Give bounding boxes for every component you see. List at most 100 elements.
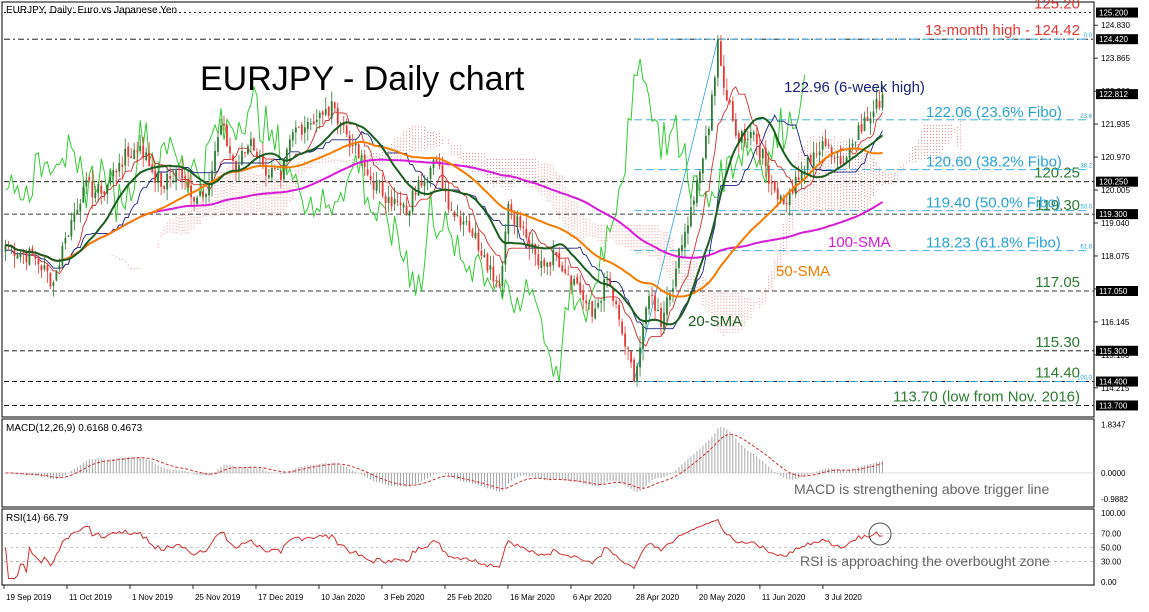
candle-body	[265, 166, 267, 176]
candle-body	[318, 112, 321, 118]
candle-body	[558, 252, 561, 267]
candle-body	[157, 172, 160, 183]
price-marker-box	[1096, 7, 1138, 18]
candle-body	[315, 119, 318, 122]
sma20-line	[5, 116, 884, 326]
candle-body	[465, 220, 468, 222]
candle-body	[175, 170, 178, 181]
x-tick-label: 19 Sep 2019	[6, 593, 52, 602]
candle-body	[85, 179, 88, 187]
candle-body	[253, 138, 255, 151]
date-axis: 19 Sep 2019 11 Oct 2019 1 Nov 2019 25 Nov 2…	[3, 585, 862, 602]
candle-body	[606, 279, 609, 281]
candle-body	[633, 359, 635, 382]
candle-body	[567, 274, 570, 276]
candle-body	[163, 186, 166, 189]
x-tick-label: 17 Dec 2019	[258, 593, 304, 602]
level-label: 113.70 (low from Nov. 2016)	[893, 388, 1080, 405]
candle-body	[64, 238, 67, 244]
candle-body	[660, 308, 662, 327]
candle-body	[145, 152, 148, 161]
candle-body	[725, 90, 728, 101]
candle-body	[49, 272, 52, 287]
level-label: 117.05	[1035, 274, 1080, 291]
candle-body	[109, 177, 112, 184]
price-marker-box	[1096, 345, 1138, 356]
candle-body	[471, 229, 474, 237]
candle-body	[764, 147, 767, 167]
candle-body	[483, 255, 486, 258]
candle-body	[217, 137, 219, 152]
candle-body	[309, 123, 312, 125]
candle-body	[788, 189, 791, 206]
candle-body	[369, 176, 372, 180]
candle-body	[282, 159, 285, 180]
fibo-tag: 61.8	[1080, 245, 1092, 251]
candle-body	[731, 101, 734, 121]
fibo-tag: 38.2	[1080, 164, 1092, 170]
candle-body	[618, 304, 620, 320]
fibonacci-levels: 0.0 100.0 122.06 (23.6% Fibo) 23.6 120.60 (3…	[633, 33, 1093, 382]
macd-tick-label: 0.0000	[1101, 469, 1126, 478]
candle-body	[205, 194, 207, 197]
macd-series: 1.8347 0.0000 -0.9882	[4, 421, 1129, 504]
x-tick-label: 1 Nov 2019	[132, 593, 173, 602]
tenkan-sen	[5, 86, 883, 347]
candle-body	[600, 301, 603, 303]
fibo-label: 120.60 (38.2% Fibo)	[926, 154, 1062, 171]
price-marker-box	[1096, 209, 1138, 220]
candle-body	[815, 153, 818, 155]
rsi-panel-frame	[1, 508, 1095, 586]
price-marker-box	[1096, 34, 1138, 45]
candle-body	[193, 197, 195, 202]
candle-body	[776, 188, 779, 200]
price-marker-label: 115.300	[1099, 347, 1128, 356]
level-label: 120.25	[1034, 165, 1080, 182]
candle-body	[190, 185, 192, 198]
candle-body	[360, 155, 363, 158]
candle-body	[348, 135, 351, 148]
candle-body	[390, 196, 393, 207]
candle-body	[857, 125, 860, 140]
six-week-high-annotation: 122.96 (6-week high)	[784, 79, 925, 96]
level-label: 119.30	[1035, 197, 1080, 214]
sma20-label: 20-SMA	[688, 313, 742, 330]
candlesticks	[4, 35, 884, 387]
candle-body	[848, 147, 851, 159]
y-tick-label: 114.215	[1101, 384, 1130, 393]
macd-signal-line	[5, 433, 883, 490]
candle-body	[705, 135, 707, 159]
candle-body	[501, 265, 504, 287]
candle-body	[136, 150, 139, 152]
candle-body	[303, 127, 306, 133]
x-tick-label: 11 Jun 2020	[762, 593, 806, 602]
level-label: 115.30	[1035, 334, 1080, 351]
candle-body	[645, 307, 647, 325]
main-panel-frame	[1, 1, 1095, 418]
candle-body	[196, 197, 198, 204]
candle-body	[88, 177, 91, 181]
candle-body	[603, 279, 606, 301]
candle-body	[142, 145, 145, 159]
candle-body	[591, 301, 594, 317]
candle-body	[336, 107, 339, 124]
level-label: 125.20	[1034, 0, 1080, 13]
candle-body	[875, 98, 878, 109]
candle-body	[797, 177, 800, 180]
candle-body	[609, 278, 612, 287]
candle-body	[208, 183, 210, 196]
candle-body	[43, 265, 46, 270]
candle-body	[327, 106, 330, 117]
candle-body	[115, 171, 118, 173]
candle-body	[693, 200, 695, 205]
price-marker-label: 119.300	[1099, 210, 1128, 219]
moving-averages	[5, 116, 884, 326]
candle-body	[450, 209, 453, 211]
price-marker-box	[1096, 286, 1138, 296]
candle-body	[462, 221, 465, 225]
candle-body	[552, 249, 555, 266]
candle-body	[399, 202, 402, 206]
support-resistance-levels: 125.20 13-month high - 124.42 120.25 119.30…	[4, 0, 1094, 406]
candle-body	[872, 111, 875, 117]
